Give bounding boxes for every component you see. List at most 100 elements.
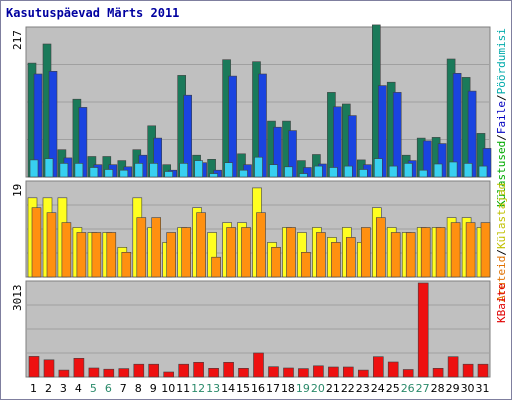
day-label-6: 6 xyxy=(104,382,112,395)
day-label-22: 22 xyxy=(340,382,355,395)
middle-bar-aruteid-2 xyxy=(46,212,57,278)
top-bar-külastused-26 xyxy=(403,163,413,178)
bottom-legend-label: KBaite xyxy=(495,283,508,323)
top-bar-külastused-29 xyxy=(448,161,458,178)
middle-bar-aruteid-31 xyxy=(480,222,491,278)
top-legend-label: Külastused/Faile/Pöördumisi xyxy=(495,28,508,207)
day-label-8: 8 xyxy=(134,382,142,395)
bottom-bar-kbaite-29 xyxy=(447,356,459,378)
top-bar-külastused-24 xyxy=(373,158,383,178)
middle-bar-aruteid-14 xyxy=(226,227,236,278)
top-bar-külastused-23 xyxy=(358,169,368,178)
day-label-31: 31 xyxy=(475,382,490,395)
day-label-1: 1 xyxy=(30,382,37,395)
day-label-7: 7 xyxy=(119,382,127,395)
day-label-28: 28 xyxy=(430,382,445,395)
middle-bar-aruteid-15 xyxy=(241,227,251,278)
top-bar-külastused-31 xyxy=(478,165,488,178)
bottom-bar-kbaite-13 xyxy=(208,367,219,378)
bottom-max-label: 3013 xyxy=(11,284,24,312)
bottom-bar-kbaite-30 xyxy=(462,363,474,378)
legend-part: Külastajad xyxy=(495,182,508,249)
top-bar-faile-29 xyxy=(452,73,462,178)
middle-bar-aruteid-11 xyxy=(181,227,191,278)
day-label-21: 21 xyxy=(325,382,340,395)
top-bar-külastused-17 xyxy=(269,164,278,178)
middle-bar-aruteid-12 xyxy=(196,212,206,278)
bottom-bar-kbaite-25 xyxy=(387,361,399,378)
middle-bar-aruteid-23 xyxy=(360,227,371,278)
bottom-bar-kbaite-24 xyxy=(372,356,384,378)
top-bar-külastused-5 xyxy=(89,167,99,178)
middle-bar-aruteid-28 xyxy=(435,227,446,278)
top-bar-külastused-3 xyxy=(59,163,69,178)
middle-bar-aruteid-25 xyxy=(390,232,401,278)
top-bar-külastused-30 xyxy=(463,163,473,178)
bottom-bar-kbaite-14 xyxy=(223,361,234,378)
top-bar-külastused-9 xyxy=(149,163,158,178)
bottom-bar-kbaite-9 xyxy=(148,363,159,378)
bottom-bar-kbaite-23 xyxy=(357,369,369,378)
day-label-29: 29 xyxy=(445,382,460,395)
top-bar-külastused-27 xyxy=(418,169,428,178)
middle-bar-aruteid-21 xyxy=(331,242,341,278)
day-label-30: 30 xyxy=(460,382,475,395)
day-label-19: 19 xyxy=(295,382,310,395)
bottom-bar-kbaite-20 xyxy=(313,365,324,378)
day-label-10: 10 xyxy=(161,382,176,395)
bottom-bar-kbaite-12 xyxy=(193,361,204,378)
middle-bar-aruteid-19 xyxy=(301,252,311,278)
top-bar-külastused-14 xyxy=(224,162,233,178)
middle-max-label: 19 xyxy=(11,183,24,197)
legend-part: KBaite xyxy=(495,282,508,323)
day-label-20: 20 xyxy=(310,382,325,395)
top-bar-faile-21 xyxy=(333,106,342,178)
middle-bar-aruteid-7 xyxy=(121,252,132,278)
top-max-label: 217 xyxy=(11,30,24,50)
middle-bar-aruteid-17 xyxy=(271,247,281,278)
bottom-bar-kbaite-11 xyxy=(178,363,189,378)
middle-bar-aruteid-6 xyxy=(106,232,117,278)
bottom-bar-kbaite-15 xyxy=(238,367,249,378)
middle-bar-aruteid-24 xyxy=(375,217,386,278)
day-label-4: 4 xyxy=(74,382,82,395)
legend-part: / xyxy=(495,248,508,256)
middle-bar-aruteid-8 xyxy=(136,217,147,278)
day-label-26: 26 xyxy=(400,382,415,395)
bottom-bar-kbaite-31 xyxy=(477,363,489,378)
top-bar-külastused-12 xyxy=(194,160,203,178)
bottom-bar-kbaite-27 xyxy=(417,282,429,378)
legend-part: / xyxy=(495,94,508,102)
bottom-bar-kbaite-1 xyxy=(28,356,40,378)
middle-bar-aruteid-27 xyxy=(420,227,431,278)
bottom-bar-kbaite-3 xyxy=(58,369,70,378)
day-label-18: 18 xyxy=(280,382,295,395)
top-bar-külastused-8 xyxy=(134,163,144,178)
day-label-13: 13 xyxy=(206,382,221,395)
middle-bar-aruteid-5 xyxy=(91,232,102,278)
middle-bar-aruteid-10 xyxy=(166,232,176,278)
bottom-bar-kbaite-28 xyxy=(432,367,444,378)
bottom-bar-kbaite-6 xyxy=(103,368,115,378)
top-bar-faile-14 xyxy=(228,75,237,178)
bottom-bar-kbaite-17 xyxy=(268,366,279,378)
day-label-25: 25 xyxy=(385,382,400,395)
middle-bar-aruteid-13 xyxy=(211,256,221,278)
top-bar-külastused-20 xyxy=(314,165,323,178)
top-bar-külastused-22 xyxy=(343,165,353,178)
bottom-bar-kbaite-22 xyxy=(342,366,354,378)
bottom-bar-kbaite-4 xyxy=(73,357,85,378)
middle-bar-aruteid-26 xyxy=(405,232,416,278)
day-label-23: 23 xyxy=(355,382,370,395)
middle-bar-aruteid-4 xyxy=(76,232,87,278)
day-label-17: 17 xyxy=(265,382,280,395)
day-label-12: 12 xyxy=(191,382,206,395)
top-bar-külastused-11 xyxy=(179,163,188,178)
bottom-bar-kbaite-16 xyxy=(253,352,264,378)
top-bar-külastused-18 xyxy=(284,166,293,178)
top-bar-külastused-21 xyxy=(329,167,338,178)
middle-bar-aruteid-1 xyxy=(31,207,42,278)
middle-bar-aruteid-3 xyxy=(61,222,72,278)
day-label-15: 15 xyxy=(236,382,251,395)
